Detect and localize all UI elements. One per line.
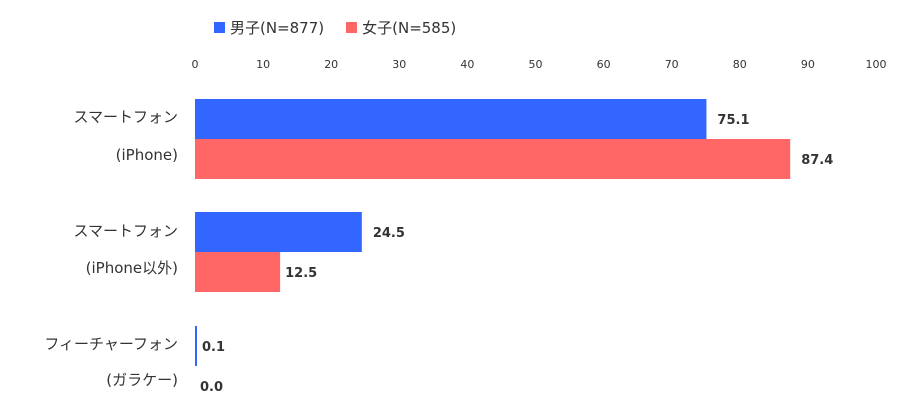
x-tick-label: 10 [256,58,270,71]
x-tick-label: 100 [866,58,887,71]
bar-girls [195,252,281,292]
x-tick-label: 90 [801,58,815,71]
legend-item-boys: 男子(N=877) [214,17,324,38]
x-tick-label: 70 [665,58,679,71]
x-tick-label: 40 [460,58,474,71]
bar-boys [195,212,362,252]
category-label: (ガラケー) [106,371,178,389]
legend-label-boys: 男子(N=877) [230,19,325,37]
bar-girls [195,139,791,179]
x-tick-label: 50 [529,58,543,71]
category-label: (iPhone) [116,146,178,164]
x-tick-label: 0 [192,58,199,71]
bar-boys [195,99,707,139]
legend-swatch-boys [214,22,225,33]
value-label-girls: 12.5 [285,266,317,281]
category-label: スマートフォン [73,108,178,126]
legend-item-girls: 女子(N=585) [346,17,456,38]
bar-boys [195,326,197,366]
x-tick-label: 80 [733,58,747,71]
legend: 男子(N=877) 女子(N=585) [214,17,478,38]
category-label: スマートフォン [73,222,178,240]
category-label: フィーチャーフォン [44,335,178,353]
value-label-girls: 0.0 [200,380,223,395]
value-label-boys: 0.1 [202,340,225,355]
x-tick-label: 30 [392,58,406,71]
value-label-girls: 87.4 [801,153,833,168]
x-tick-label: 60 [597,58,611,71]
x-tick-label: 20 [324,58,338,71]
legend-swatch-girls [346,22,358,33]
legend-label-girls: 女子(N=585) [362,19,457,37]
category-label: (iPhone以外) [86,259,178,277]
value-label-boys: 75.1 [717,113,749,128]
value-label-boys: 24.5 [373,226,405,241]
